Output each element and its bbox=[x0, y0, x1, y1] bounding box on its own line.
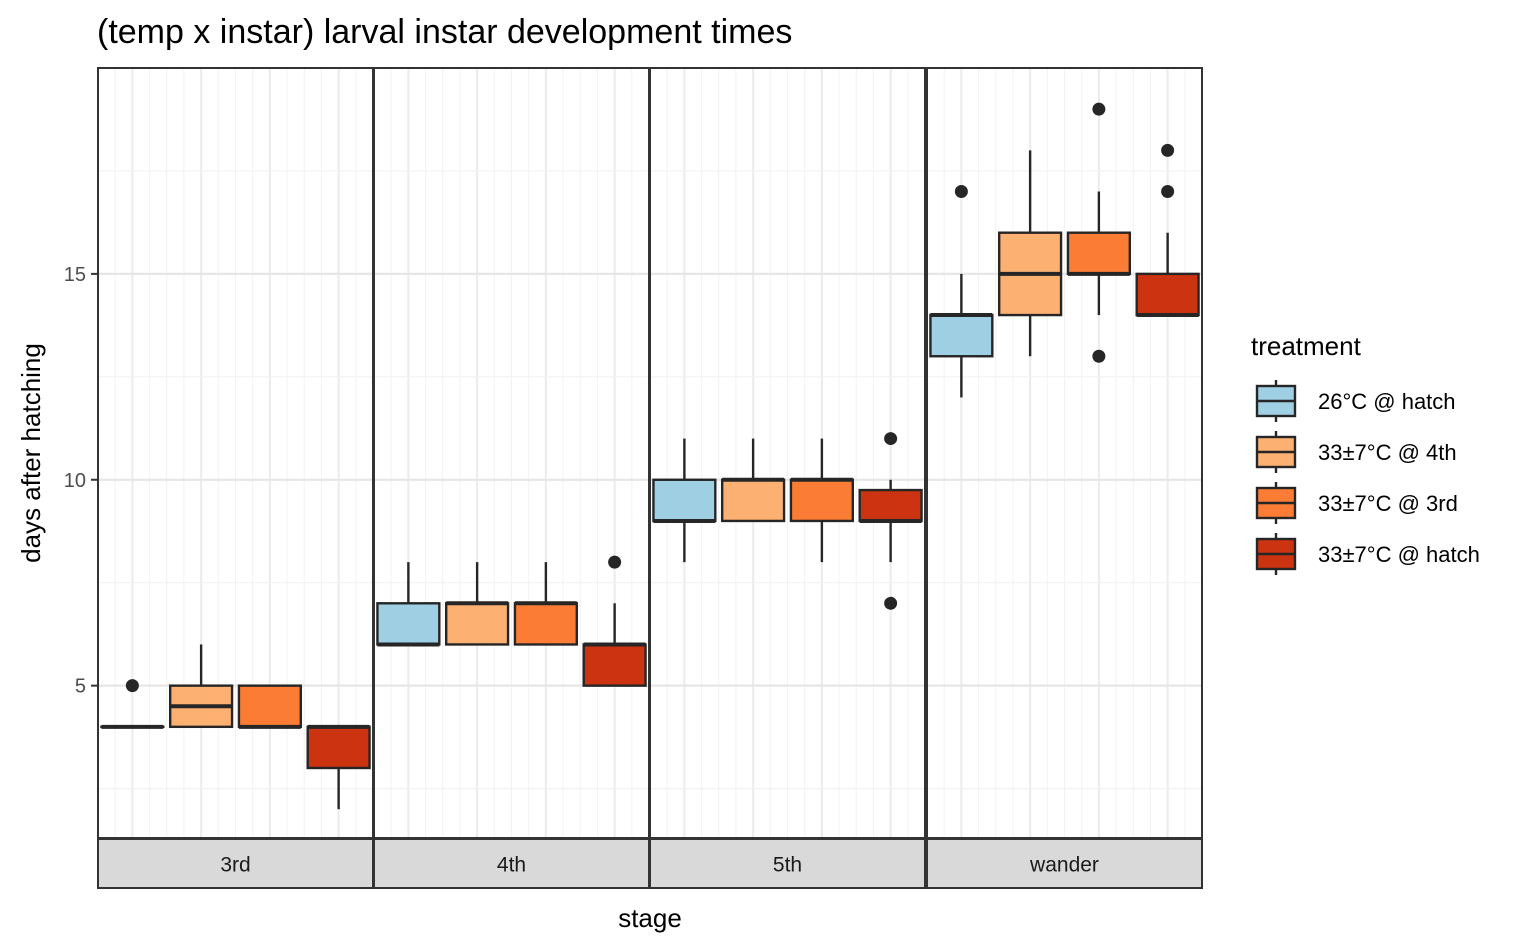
box-iqr bbox=[237, 684, 303, 729]
strip-label-4th: 4th bbox=[497, 854, 526, 877]
box-iqr bbox=[376, 602, 441, 646]
box-3rd-33-7-c-hatch bbox=[306, 724, 371, 810]
outlier-point bbox=[608, 555, 622, 569]
outlier-point bbox=[954, 185, 968, 199]
box-iqr bbox=[582, 643, 647, 687]
legend-item-26-c-hatch: 26°C @ hatch bbox=[1255, 380, 1456, 422]
box-3rd-26-c-hatch bbox=[100, 679, 165, 729]
y-tick-label: 10 bbox=[64, 470, 86, 492]
outlier-point bbox=[1092, 349, 1106, 363]
strip-label-wander: wander bbox=[1029, 854, 1099, 877]
panel-wander: wander bbox=[926, 67, 1203, 889]
outlier-point bbox=[1161, 185, 1175, 199]
legend-label: 33±7°C @ 4th bbox=[1318, 440, 1457, 465]
box-iqr bbox=[789, 478, 855, 523]
panel-3rd: 3rd bbox=[97, 67, 374, 889]
chart-title: (temp x instar) larval instar developmen… bbox=[97, 13, 792, 51]
box-iqr bbox=[929, 313, 994, 358]
x-axis-title: stage bbox=[618, 903, 682, 933]
box-3rd-33-7-c-4th bbox=[168, 644, 234, 729]
strip-wander bbox=[926, 838, 1203, 889]
box-iqr bbox=[858, 488, 923, 523]
panel-4th: 4th bbox=[373, 67, 650, 889]
box-wander-33-7-c-3rd bbox=[1066, 102, 1132, 363]
box-iqr bbox=[444, 602, 510, 646]
box-5th-33-7-c-hatch bbox=[858, 432, 923, 610]
y-tick-label: 15 bbox=[64, 264, 86, 286]
box-wander-33-7-c-4th bbox=[997, 150, 1063, 357]
box-wander-26-c-hatch bbox=[929, 185, 994, 398]
box-iqr bbox=[720, 478, 786, 523]
legend-label: 26°C @ hatch bbox=[1318, 389, 1456, 414]
box-wander-33-7-c-hatch bbox=[1135, 143, 1200, 318]
y-axis-title: days after hatching bbox=[16, 343, 46, 563]
box-iqr bbox=[652, 478, 717, 523]
legend-label: 33±7°C @ 3rd bbox=[1318, 491, 1458, 516]
outlier-point bbox=[884, 432, 898, 446]
box-3rd-33-7-c-3rd bbox=[237, 684, 303, 729]
box-5th-33-7-c-4th bbox=[720, 438, 786, 523]
box-4th-26-c-hatch bbox=[376, 562, 441, 647]
panel-5th: 5th bbox=[649, 67, 926, 889]
legend-item-33-7-c-4th: 33±7°C @ 4th bbox=[1255, 431, 1457, 473]
legend-title: treatment bbox=[1251, 331, 1362, 361]
box-iqr bbox=[513, 602, 579, 646]
strip-label-3rd: 3rd bbox=[220, 854, 250, 877]
y-axis: 5 10 15 bbox=[64, 264, 98, 698]
box-iqr bbox=[306, 725, 371, 770]
legend: treatment 26°C @ hatch 33±7°C @ 4th 33±7°C… bbox=[1251, 331, 1480, 575]
y-tick-label: 5 bbox=[75, 676, 86, 698]
outlier-point bbox=[1161, 143, 1175, 157]
box-iqr bbox=[1135, 272, 1200, 317]
legend-item-33-7-c-3rd: 33±7°C @ 3rd bbox=[1255, 482, 1458, 524]
legend-item-33-7-c-hatch: 33±7°C @ hatch bbox=[1255, 533, 1480, 575]
outlier-point bbox=[1092, 102, 1106, 116]
box-5th-26-c-hatch bbox=[652, 438, 717, 563]
outlier-point bbox=[884, 596, 898, 610]
strip-3rd bbox=[97, 838, 374, 889]
box-5th-33-7-c-3rd bbox=[789, 438, 855, 563]
box-iqr bbox=[1066, 231, 1132, 276]
facet-panels: 3rd 4th 5th wander bbox=[97, 67, 1203, 889]
strip-5th bbox=[649, 838, 926, 889]
outlier-point bbox=[125, 679, 139, 693]
legend-label: 33±7°C @ hatch bbox=[1318, 542, 1480, 567]
box-4th-33-7-c-4th bbox=[444, 562, 510, 646]
strip-label-5th: 5th bbox=[773, 854, 802, 877]
box-4th-33-7-c-hatch bbox=[582, 555, 647, 687]
box-4th-33-7-c-3rd bbox=[513, 562, 579, 646]
